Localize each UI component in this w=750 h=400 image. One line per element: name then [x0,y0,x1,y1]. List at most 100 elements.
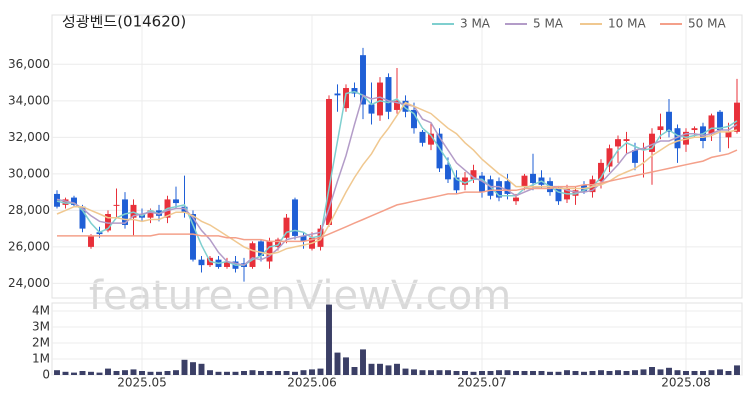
candle-body [275,239,281,247]
volume-bar [683,371,689,375]
volume-bar [130,369,137,375]
volume-bar [198,363,205,375]
volume-bar [343,357,349,375]
volume-bar [241,371,247,375]
volume-bar [453,371,460,375]
x-tick-label: 2025.08 [661,376,711,390]
ma-line [56,101,738,255]
candle-body [351,88,358,94]
volume-bar [300,370,307,375]
candle-body [360,55,366,105]
watermark: feature.enViewV.com [89,273,511,319]
candle-body [300,235,307,242]
volume-bar [691,371,698,375]
y-tick-label: 32,000 [8,130,50,144]
candle-body [190,214,196,260]
volume-bar [113,371,120,375]
candle-body [445,164,451,180]
volume-bar [249,370,256,375]
candle-body [598,162,604,182]
x-tick-label: 2025.05 [117,376,167,390]
volume-bar [402,368,409,375]
volume-bar [139,371,145,375]
volume-bar [215,371,222,375]
candle-body [513,197,519,202]
chart-title: 성광벤드(014620) [62,13,186,31]
candle-body [54,193,60,207]
volume-bar [385,365,392,375]
volume-tick-label: 3M [32,320,50,334]
candle-body [198,259,205,266]
volume-bar [462,371,468,375]
legend-label: 3 MA [460,17,491,31]
volume-bar [79,371,86,375]
volume-bar [71,372,77,375]
volume-bar [640,369,647,375]
candle-body [657,126,664,131]
candle-body [453,177,460,191]
y-tick-label: 26,000 [8,239,50,253]
volume-tick-label: 4M [32,304,50,318]
candle-body [640,148,647,151]
volume-bar [88,371,94,375]
volume-bar [470,371,477,375]
candle-body [292,199,298,236]
y-tick-label: 24,000 [8,276,50,290]
volume-bar [436,370,443,375]
legend-label: 10 MA [608,17,646,31]
candle-body [674,128,681,149]
candle-body [402,100,409,112]
volume-bar [164,371,171,375]
candle-body [62,199,69,205]
candle-body [632,150,638,163]
y-tick-label: 30,000 [8,166,50,180]
volume-bar [598,370,604,375]
candle-body [343,88,349,109]
candle-body [683,131,689,145]
volume-bar [147,371,154,375]
volume-bar [419,370,426,375]
volume-bar [717,369,723,375]
volume-bar [589,371,596,375]
candle-body [572,190,579,196]
candle-body [368,104,375,114]
volume-bar [572,371,579,375]
volume-bar [623,371,630,375]
volume-bar [649,367,655,375]
volume-bar [632,370,638,375]
volume-bar [538,371,545,375]
volume-bar [708,370,715,375]
ma-line [56,94,738,266]
ma-line [57,149,738,243]
volume-bar [122,370,128,375]
candle-body [71,197,77,205]
volume-bar [521,371,528,375]
volume-bar [258,371,264,375]
candle-body [615,139,621,147]
candle-body [79,206,86,229]
volume-bar [377,363,383,375]
x-tick-label: 2025.07 [457,376,507,390]
candle-body [130,204,137,218]
volume-bar [326,304,332,375]
candle-body [419,131,426,143]
volume-bar [487,371,494,375]
candle-body [504,181,511,194]
volume-bar [428,370,434,375]
volume-bar [266,371,273,375]
legend-label: 5 MA [533,17,564,31]
volume-bar [606,371,613,375]
volume-bar [309,369,315,375]
volume-bar [411,369,417,375]
volume-bar [394,363,400,375]
candle-body [113,204,120,206]
volume-bar [504,370,511,375]
candle-body [649,133,655,152]
candle-body [428,133,434,145]
candle-body [283,217,290,238]
volume-bar [292,371,298,375]
candle-body [496,181,502,198]
candle-body [156,210,162,216]
volume-bar [105,368,111,375]
